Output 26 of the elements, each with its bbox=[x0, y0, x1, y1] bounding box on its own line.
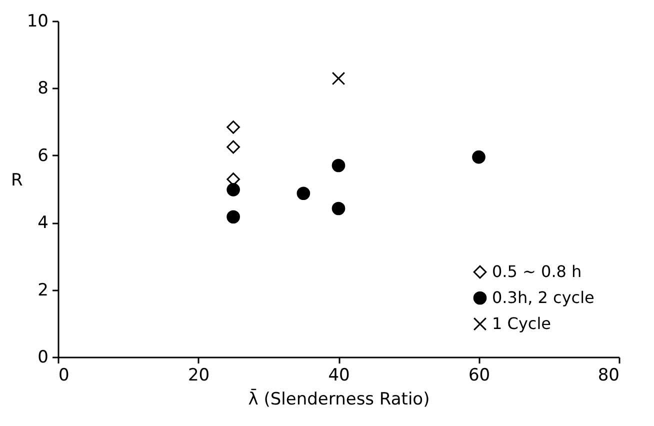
y-tick-label: 8 bbox=[38, 78, 48, 99]
x-axis-title: λ̄ (Slenderness Ratio) bbox=[248, 388, 430, 410]
x-tick-label: 40 bbox=[328, 366, 350, 386]
point bbox=[226, 172, 240, 186]
point bbox=[332, 72, 346, 86]
x-tick-label: 60 bbox=[468, 366, 490, 386]
point bbox=[332, 202, 346, 216]
y-tick-label: 4 bbox=[38, 213, 48, 234]
y-tick-label: 10 bbox=[26, 12, 48, 32]
y-axis-title: R bbox=[10, 170, 23, 190]
y-tick-label: 0 bbox=[38, 348, 48, 368]
y-tick-label: 6 bbox=[38, 146, 48, 166]
legend-label: 1 Cycle bbox=[492, 314, 551, 333]
legend-label: 0.5 ~ 0.8 h bbox=[492, 262, 582, 281]
point bbox=[226, 183, 240, 196]
legend-label: 0.3h, 2 cycle bbox=[492, 288, 594, 307]
point bbox=[332, 158, 346, 172]
y-tick-label: 2 bbox=[38, 280, 48, 300]
point bbox=[226, 140, 240, 154]
x-tick-label: 0 bbox=[58, 366, 70, 386]
point bbox=[226, 120, 240, 134]
point bbox=[472, 150, 486, 164]
point bbox=[226, 210, 240, 224]
point bbox=[296, 186, 310, 200]
x-tick-label: 20 bbox=[188, 366, 210, 386]
x-tick-label: 80 bbox=[598, 366, 620, 386]
